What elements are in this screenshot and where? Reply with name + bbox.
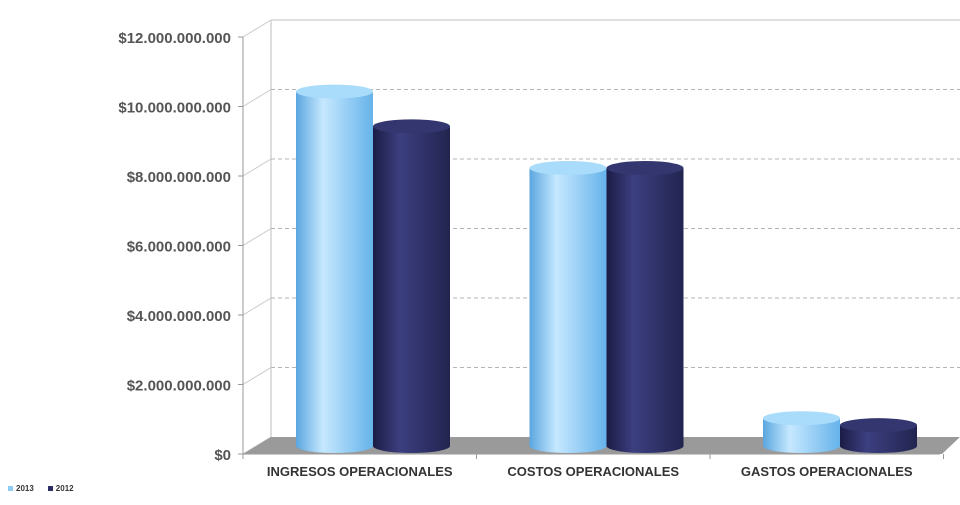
legend-item-2013: 2013	[8, 484, 34, 493]
x-tick-label: INGRESOS OPERACIONALES	[267, 464, 453, 479]
bar-2012-0	[373, 126, 450, 453]
x-tick-label: GASTOS OPERACIONALES	[741, 464, 913, 479]
bar-top-2013-1	[529, 161, 607, 176]
bar-top-2012-2	[840, 418, 917, 433]
legend-item-2012: 2012	[47, 484, 74, 493]
bars-layer	[296, 84, 917, 453]
legend: 2013 2012	[8, 484, 74, 493]
bar-top-2012-1	[606, 161, 684, 176]
bar-2012-1	[606, 168, 684, 453]
bar-2013-2	[763, 418, 840, 453]
y-tick-label: $12.000.000.000	[118, 30, 231, 47]
legend-label-2013: 2013	[16, 484, 34, 493]
gridline-side	[242, 297, 272, 316]
legend-label-2012: 2012	[55, 484, 74, 493]
y-tick-label: $4.000.000.000	[127, 308, 231, 325]
y-tick-label: $0	[214, 447, 231, 464]
legend-swatch-2013	[8, 486, 13, 491]
bar-2013-0	[296, 91, 373, 453]
bar-top-2013-2	[763, 411, 840, 426]
y-tick-label: $6.000.000.000	[127, 239, 231, 256]
y-tick-label: $2.000.000.000	[127, 378, 231, 395]
y-tick-label: $8.000.000.000	[127, 169, 231, 186]
x-tick-label: COSTOS OPERACIONALES	[507, 464, 679, 479]
y-tick-label: $10.000.000.000	[118, 100, 231, 117]
gridline-side	[242, 158, 272, 177]
labels-layer: $0 $2.000.000.000 $4.000.000.000 $6.000.000…	[118, 30, 913, 479]
gridline-side	[242, 228, 272, 246]
bar-top-2012-0	[373, 119, 450, 134]
bar-2013-1	[529, 168, 607, 453]
gridline-side	[242, 89, 272, 107]
bar-top-2013-0	[296, 84, 373, 99]
gridline-side	[242, 367, 272, 385]
gridline-side	[242, 19, 272, 38]
legend-swatch-2012	[47, 486, 53, 491]
bar-2012-2	[840, 425, 917, 453]
